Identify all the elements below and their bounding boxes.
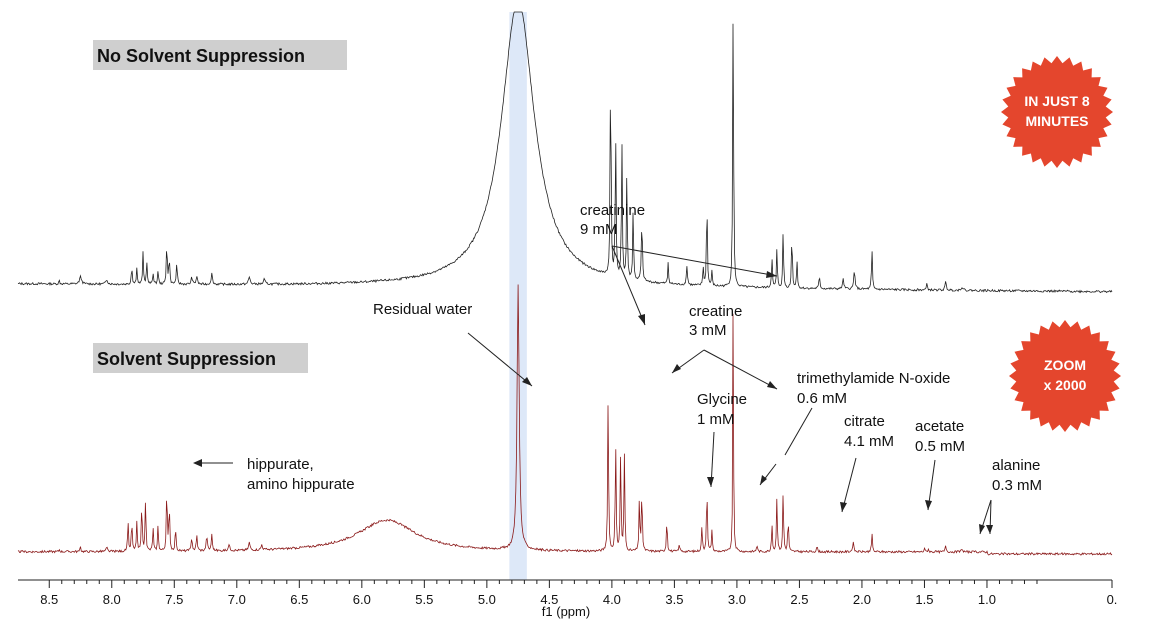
arrow-creatinine-a: [611, 245, 646, 326]
arrowhead-creatine-b: [767, 381, 777, 389]
x-tick-label: 7.0: [228, 592, 246, 607]
arrowhead-glycine: [707, 477, 714, 487]
label-amino-hippurate: amino hippurate: [247, 476, 355, 493]
label-creatinine: creatinine: [580, 202, 645, 219]
arrowhead-tmao: [760, 475, 767, 485]
x-tick-label: 8.5: [40, 592, 58, 607]
arrow-creatine-b: [703, 349, 778, 390]
badge-top-line1: IN JUST 8: [1024, 93, 1090, 109]
x-tick-label: 7.5: [165, 592, 183, 607]
x-tick-label: 4.5: [540, 592, 558, 607]
label-residual-water: Residual water: [373, 301, 472, 318]
arrowhead-acetate: [925, 500, 932, 510]
x-tick-label: 2.5: [790, 592, 808, 607]
badge-bottom-line2: x 2000: [1044, 377, 1087, 393]
arrowhead-alanine-a: [979, 524, 985, 534]
arrow-creatinine-b: [611, 245, 778, 277]
label-box-no-suppression: [93, 40, 347, 70]
x-tick-label: 5.5: [415, 592, 433, 607]
arrowhead-hippurate: [193, 459, 202, 467]
x-tick-label: 3.0: [728, 592, 746, 607]
arrow-heads: [193, 271, 993, 534]
label-creatine: creatine: [689, 303, 742, 320]
badge-top-line2: MINUTES: [1026, 113, 1089, 129]
label-citrate: citrate: [844, 413, 885, 430]
label-box-suppression: [93, 343, 308, 373]
arrowhead-alanine-b: [986, 525, 993, 534]
x-tick-label: 1.0: [978, 592, 996, 607]
label-hippurate: hippurate,: [247, 456, 314, 473]
label-alanine-conc: 0.3 mM: [992, 477, 1042, 494]
badge-in-just-8-minutes: [1001, 56, 1113, 168]
spectrum-solvent-suppression: [17, 284, 1113, 556]
x-axis-ticks: 8.5 8.0 7.5 7.0 6.5 6.0 5.5 5.0 4.5 4.0 3.5 3.0 2.5 2…: [40, 580, 1117, 607]
x-tick-label: 2.0: [853, 592, 871, 607]
label-tmao: trimethylamide N-oxide: [797, 370, 950, 387]
label-creatine-conc: 3 mM: [689, 322, 727, 339]
arrowhead-creatine-a: [672, 364, 681, 373]
label-citrate-conc: 4.1 mM: [844, 433, 894, 450]
label-acetate: acetate: [915, 418, 964, 435]
label-acetate-conc: 0.5 mM: [915, 438, 965, 455]
x-tick-label: 8.0: [103, 592, 121, 607]
x-tick-label: 6.0: [353, 592, 371, 607]
badge-bottom-line1: ZOOM: [1044, 357, 1086, 373]
label-alanine: alanine: [992, 457, 1040, 474]
arrow-tmao-b: [784, 407, 813, 456]
x-tick-label: 3.5: [665, 592, 683, 607]
arrowhead-citrate: [840, 502, 847, 512]
x-tick-label: 5.0: [478, 592, 496, 607]
panel-label-suppression: Solvent Suppression: [97, 349, 276, 369]
badge-zoom-x2000: [1009, 320, 1121, 432]
x-tick-label: 4.0: [603, 592, 621, 607]
arrowhead-creatinine-b: [766, 271, 777, 278]
panel-label-no-suppression: No Solvent Suppression: [97, 46, 305, 66]
label-glycine-conc: 1 mM: [697, 411, 735, 428]
x-axis-title: f1 (ppm): [542, 604, 590, 619]
arrowhead-water: [522, 377, 532, 386]
label-tmao-conc: 0.6 mM: [797, 390, 847, 407]
arrowhead-creatinine-a: [638, 314, 645, 325]
label-creatinine-conc: 9 mM: [580, 221, 618, 238]
x-tick-label: 6.5: [290, 592, 308, 607]
label-glycine: Glycine: [697, 391, 747, 408]
x-tick-label: 0.: [1107, 592, 1118, 607]
x-tick-label: 1.5: [915, 592, 933, 607]
spectrum-no-suppression: [17, 11, 1113, 294]
arrow-water: [467, 332, 533, 387]
